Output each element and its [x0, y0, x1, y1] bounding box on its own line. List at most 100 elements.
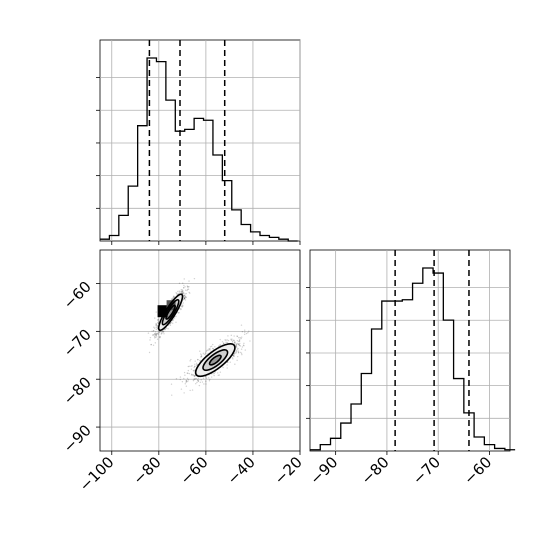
- scatter-point: [190, 374, 193, 376]
- scatter-point: [193, 378, 196, 380]
- scatter-point: [155, 326, 157, 328]
- scatter-point: [152, 330, 155, 332]
- scatter-point: [202, 377, 205, 379]
- scatter-point: [197, 359, 199, 361]
- x-tick-label: −70: [409, 453, 444, 488]
- scatter-point: [186, 289, 188, 292]
- scatter-point: [156, 338, 159, 340]
- panel-bottom-right: −90 −80 −70 −60: [306, 249, 516, 488]
- scatter-point: [175, 321, 177, 324]
- scatter-points: [147, 277, 251, 396]
- scatter-point: [184, 289, 187, 291]
- scatter-point: [196, 364, 198, 366]
- scatter-point: [232, 340, 234, 342]
- scatter-point: [190, 358, 192, 361]
- scatter-point: [217, 374, 219, 376]
- scatter-point: [205, 377, 208, 379]
- scatter-point: [236, 342, 238, 345]
- scatter-point: [179, 378, 182, 381]
- scatter-point: [183, 286, 185, 289]
- scatter-point: [188, 280, 190, 282]
- scatter-point: [201, 381, 204, 383]
- quantile-lines-top-left: [148, 40, 226, 241]
- scatter-point: [154, 333, 156, 335]
- scatter-point: [153, 326, 155, 328]
- scatter-point: [196, 364, 198, 366]
- y-tick-label: −60: [60, 278, 95, 313]
- panel-top-left: [96, 39, 301, 245]
- scatter-point: [242, 344, 245, 346]
- scatter-point: [233, 339, 235, 342]
- scatter-point: [179, 376, 182, 378]
- scatter-point: [244, 349, 247, 351]
- scatter-point: [236, 348, 239, 350]
- scatter-point: [217, 372, 219, 374]
- scatter-point: [210, 350, 212, 352]
- scatter-point: [222, 342, 225, 345]
- scatter-point: [193, 370, 195, 372]
- scatter-point: [155, 324, 157, 326]
- scatter-point: [182, 302, 184, 304]
- scatter-point: [195, 377, 198, 380]
- scatter-point: [219, 344, 221, 346]
- scatter-point: [205, 375, 207, 378]
- histogram-top-left: [100, 57, 298, 242]
- scatter-point: [194, 374, 196, 377]
- scatter-point: [193, 378, 195, 381]
- scatter-point: [158, 320, 160, 323]
- scatter-point: [157, 330, 160, 332]
- contour-line: [208, 354, 222, 366]
- scatter-point: [207, 377, 210, 379]
- scatter-point: [178, 282, 181, 284]
- scatter-point: [186, 288, 189, 291]
- scatter-point: [226, 367, 228, 369]
- scatter-point: [232, 358, 234, 360]
- scatter-point: [181, 306, 183, 308]
- scatter-point: [184, 297, 186, 299]
- scatter-point: [191, 365, 193, 367]
- scatter-point: [183, 371, 186, 374]
- scatter-point: [235, 350, 237, 353]
- scatter-point: [184, 295, 187, 298]
- scatter-point: [152, 334, 154, 336]
- scatter-point: [158, 331, 161, 333]
- scatter-point: [177, 290, 179, 293]
- scatter-point: [187, 286, 189, 288]
- scatter-point: [243, 342, 245, 345]
- scatter-point: [233, 342, 236, 344]
- scatter-point: [190, 365, 192, 367]
- scatter-point: [176, 293, 178, 296]
- scatter-point: [182, 304, 184, 306]
- scatter-point: [233, 353, 236, 355]
- scatter-point: [181, 282, 184, 284]
- scatter-point: [237, 340, 240, 343]
- scatter-point: [200, 355, 202, 358]
- scatter-point: [157, 332, 159, 334]
- scatter-point: [222, 342, 225, 345]
- scatter-point: [200, 355, 203, 357]
- scatter-point: [165, 327, 167, 329]
- scatter-point: [233, 355, 235, 358]
- scatter-point: [231, 357, 234, 359]
- scatter-point: [156, 324, 158, 326]
- scatter-point: [243, 329, 246, 331]
- scatter-point: [180, 308, 182, 310]
- scatter-point: [227, 339, 230, 342]
- scatter-point: [210, 345, 213, 348]
- scatter-point: [199, 381, 202, 384]
- scatter-point: [175, 315, 177, 318]
- scatter-point: [247, 332, 249, 334]
- scatter-point: [238, 344, 241, 346]
- scatter-point: [237, 351, 240, 353]
- scatter-point: [241, 331, 244, 333]
- y-tick-label: −80: [60, 373, 95, 408]
- scatter-point: [187, 372, 189, 375]
- scatter-point: [240, 352, 243, 355]
- x-tick-label: −80: [358, 453, 393, 488]
- scatter-point: [172, 296, 175, 299]
- scatter-point: [157, 322, 159, 324]
- scatter-point: [227, 335, 229, 337]
- scatter-point: [191, 389, 194, 391]
- scatter-point: [172, 319, 174, 322]
- scatter-point: [238, 340, 241, 343]
